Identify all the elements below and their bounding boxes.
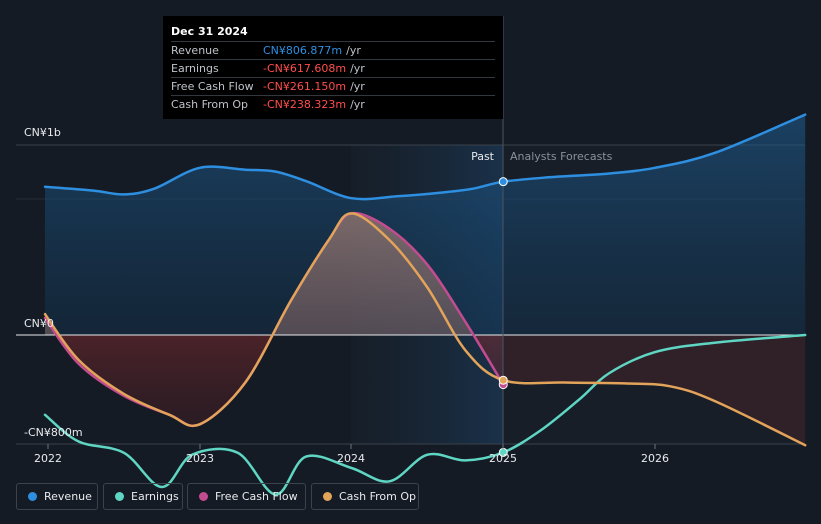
legend-dot-icon: [323, 492, 332, 501]
legend-label: Cash From Op: [339, 490, 417, 503]
tooltip-row-unit: /yr: [350, 98, 365, 111]
tooltip-row-label: Earnings: [171, 62, 219, 75]
tooltip-row-value: -CN¥261.150m: [263, 80, 347, 93]
revenue-line: [43, 113, 807, 201]
data-tooltip: Dec 31 2024 Revenue CN¥806.877m/yr Earning…: [163, 16, 503, 119]
tooltip-row-unit: /yr: [350, 62, 365, 75]
legend-item-revenue[interactable]: Revenue: [16, 483, 98, 510]
x-tick-label: 2026: [641, 452, 669, 465]
legend-dot-icon: [115, 492, 124, 501]
y-label-bottom: -CN¥800m: [24, 426, 83, 439]
legend-dot-icon: [28, 492, 37, 501]
earnings-line: [43, 333, 807, 496]
forecast-label: Analysts Forecasts: [510, 150, 613, 163]
legend-item-free-cash-flow[interactable]: Free Cash Flow: [187, 483, 306, 510]
legend-label: Revenue: [44, 490, 92, 503]
tooltip-row-unit: /yr: [346, 44, 361, 57]
tooltip-row-free-cash-flow: Free Cash Flow -CN¥261.150m/yr: [171, 77, 495, 95]
legend-label: Earnings: [131, 490, 179, 503]
y-label-top: CN¥1b: [24, 126, 61, 139]
tooltip-date: Dec 31 2024: [171, 25, 248, 38]
cashflow-negative-area: [44, 335, 504, 426]
legend-label: Free Cash Flow: [215, 490, 298, 503]
cash-from-op-marker[interactable]: [498, 375, 508, 385]
x-tick-label: 2023: [186, 452, 214, 465]
cash-from-op-line: [43, 212, 807, 447]
cashflow-positive-area: [44, 213, 504, 335]
revenue-marker[interactable]: [498, 177, 508, 187]
tooltip-row-unit: /yr: [350, 80, 365, 93]
past-label: Past: [471, 150, 495, 163]
x-tick-label: 2025: [489, 452, 517, 465]
legend-item-earnings[interactable]: Earnings: [103, 483, 183, 510]
tooltip-row-cash-from-op: Cash From Op -CN¥238.323m/yr: [171, 95, 495, 113]
tooltip-row-label: Free Cash Flow: [171, 80, 254, 93]
forecast-cashop-area: [503, 335, 806, 446]
tooltip-row-value: CN¥806.877m: [263, 44, 343, 57]
tooltip-row-label: Cash From Op: [171, 98, 249, 111]
tooltip-row-earnings: Earnings -CN¥617.608m/yr: [171, 59, 495, 77]
y-label-zero: CN¥0: [24, 317, 54, 330]
tooltip-row-value: -CN¥238.323m: [263, 98, 347, 111]
x-tick-label: 2022: [34, 452, 62, 465]
legend-dot-icon: [199, 492, 208, 501]
legend-item-cash-from-op[interactable]: Cash From Op: [311, 483, 419, 510]
x-tick-label: 2024: [337, 452, 365, 465]
tooltip-row-revenue: Revenue CN¥806.877m/yr: [171, 41, 495, 59]
tooltip-row-label: Revenue: [171, 44, 219, 57]
tooltip-row-value: -CN¥617.608m: [263, 62, 347, 75]
